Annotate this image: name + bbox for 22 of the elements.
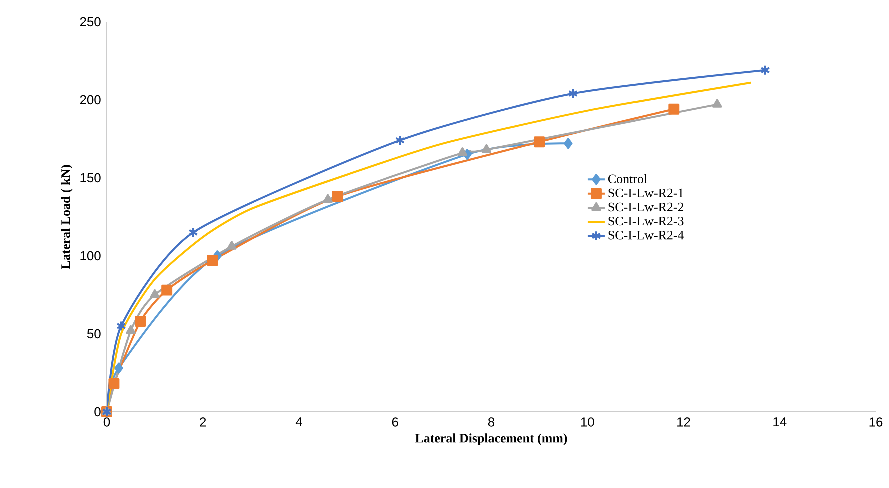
y-tick-label: 200 xyxy=(80,95,101,105)
y-tick-label: 150 xyxy=(80,173,101,183)
legend-label: SC-I-Lw-R2-1 xyxy=(608,188,684,198)
x-axis-title: Lateral Displacement (mm) xyxy=(415,434,568,446)
x-tick-label: 0 xyxy=(104,418,110,427)
y-axis-title: Lateral Load ( kN) xyxy=(61,165,73,270)
x-tick-label: 2 xyxy=(200,418,206,427)
x-tick-label: 14 xyxy=(774,418,787,427)
y-tick-label: 250 xyxy=(80,17,101,27)
y-tick-label: 100 xyxy=(80,251,101,261)
x-tick-label: 12 xyxy=(678,418,690,427)
legend-label: SC-I-Lw-R2-2 xyxy=(608,202,684,212)
legend-label: SC-I-Lw-R2-3 xyxy=(608,216,684,226)
y-tick-label: 0 xyxy=(94,407,101,417)
x-tick-label: 6 xyxy=(392,418,398,427)
legend-label: SC-I-Lw-R2-4 xyxy=(608,231,684,240)
x-tick-label: 4 xyxy=(296,418,302,427)
legend-label: Control xyxy=(608,174,648,184)
y-tick-label: 50 xyxy=(87,329,101,339)
x-tick-label: 8 xyxy=(488,418,495,427)
x-tick-label: 10 xyxy=(581,418,594,427)
x-tick-label: 16 xyxy=(870,418,883,427)
